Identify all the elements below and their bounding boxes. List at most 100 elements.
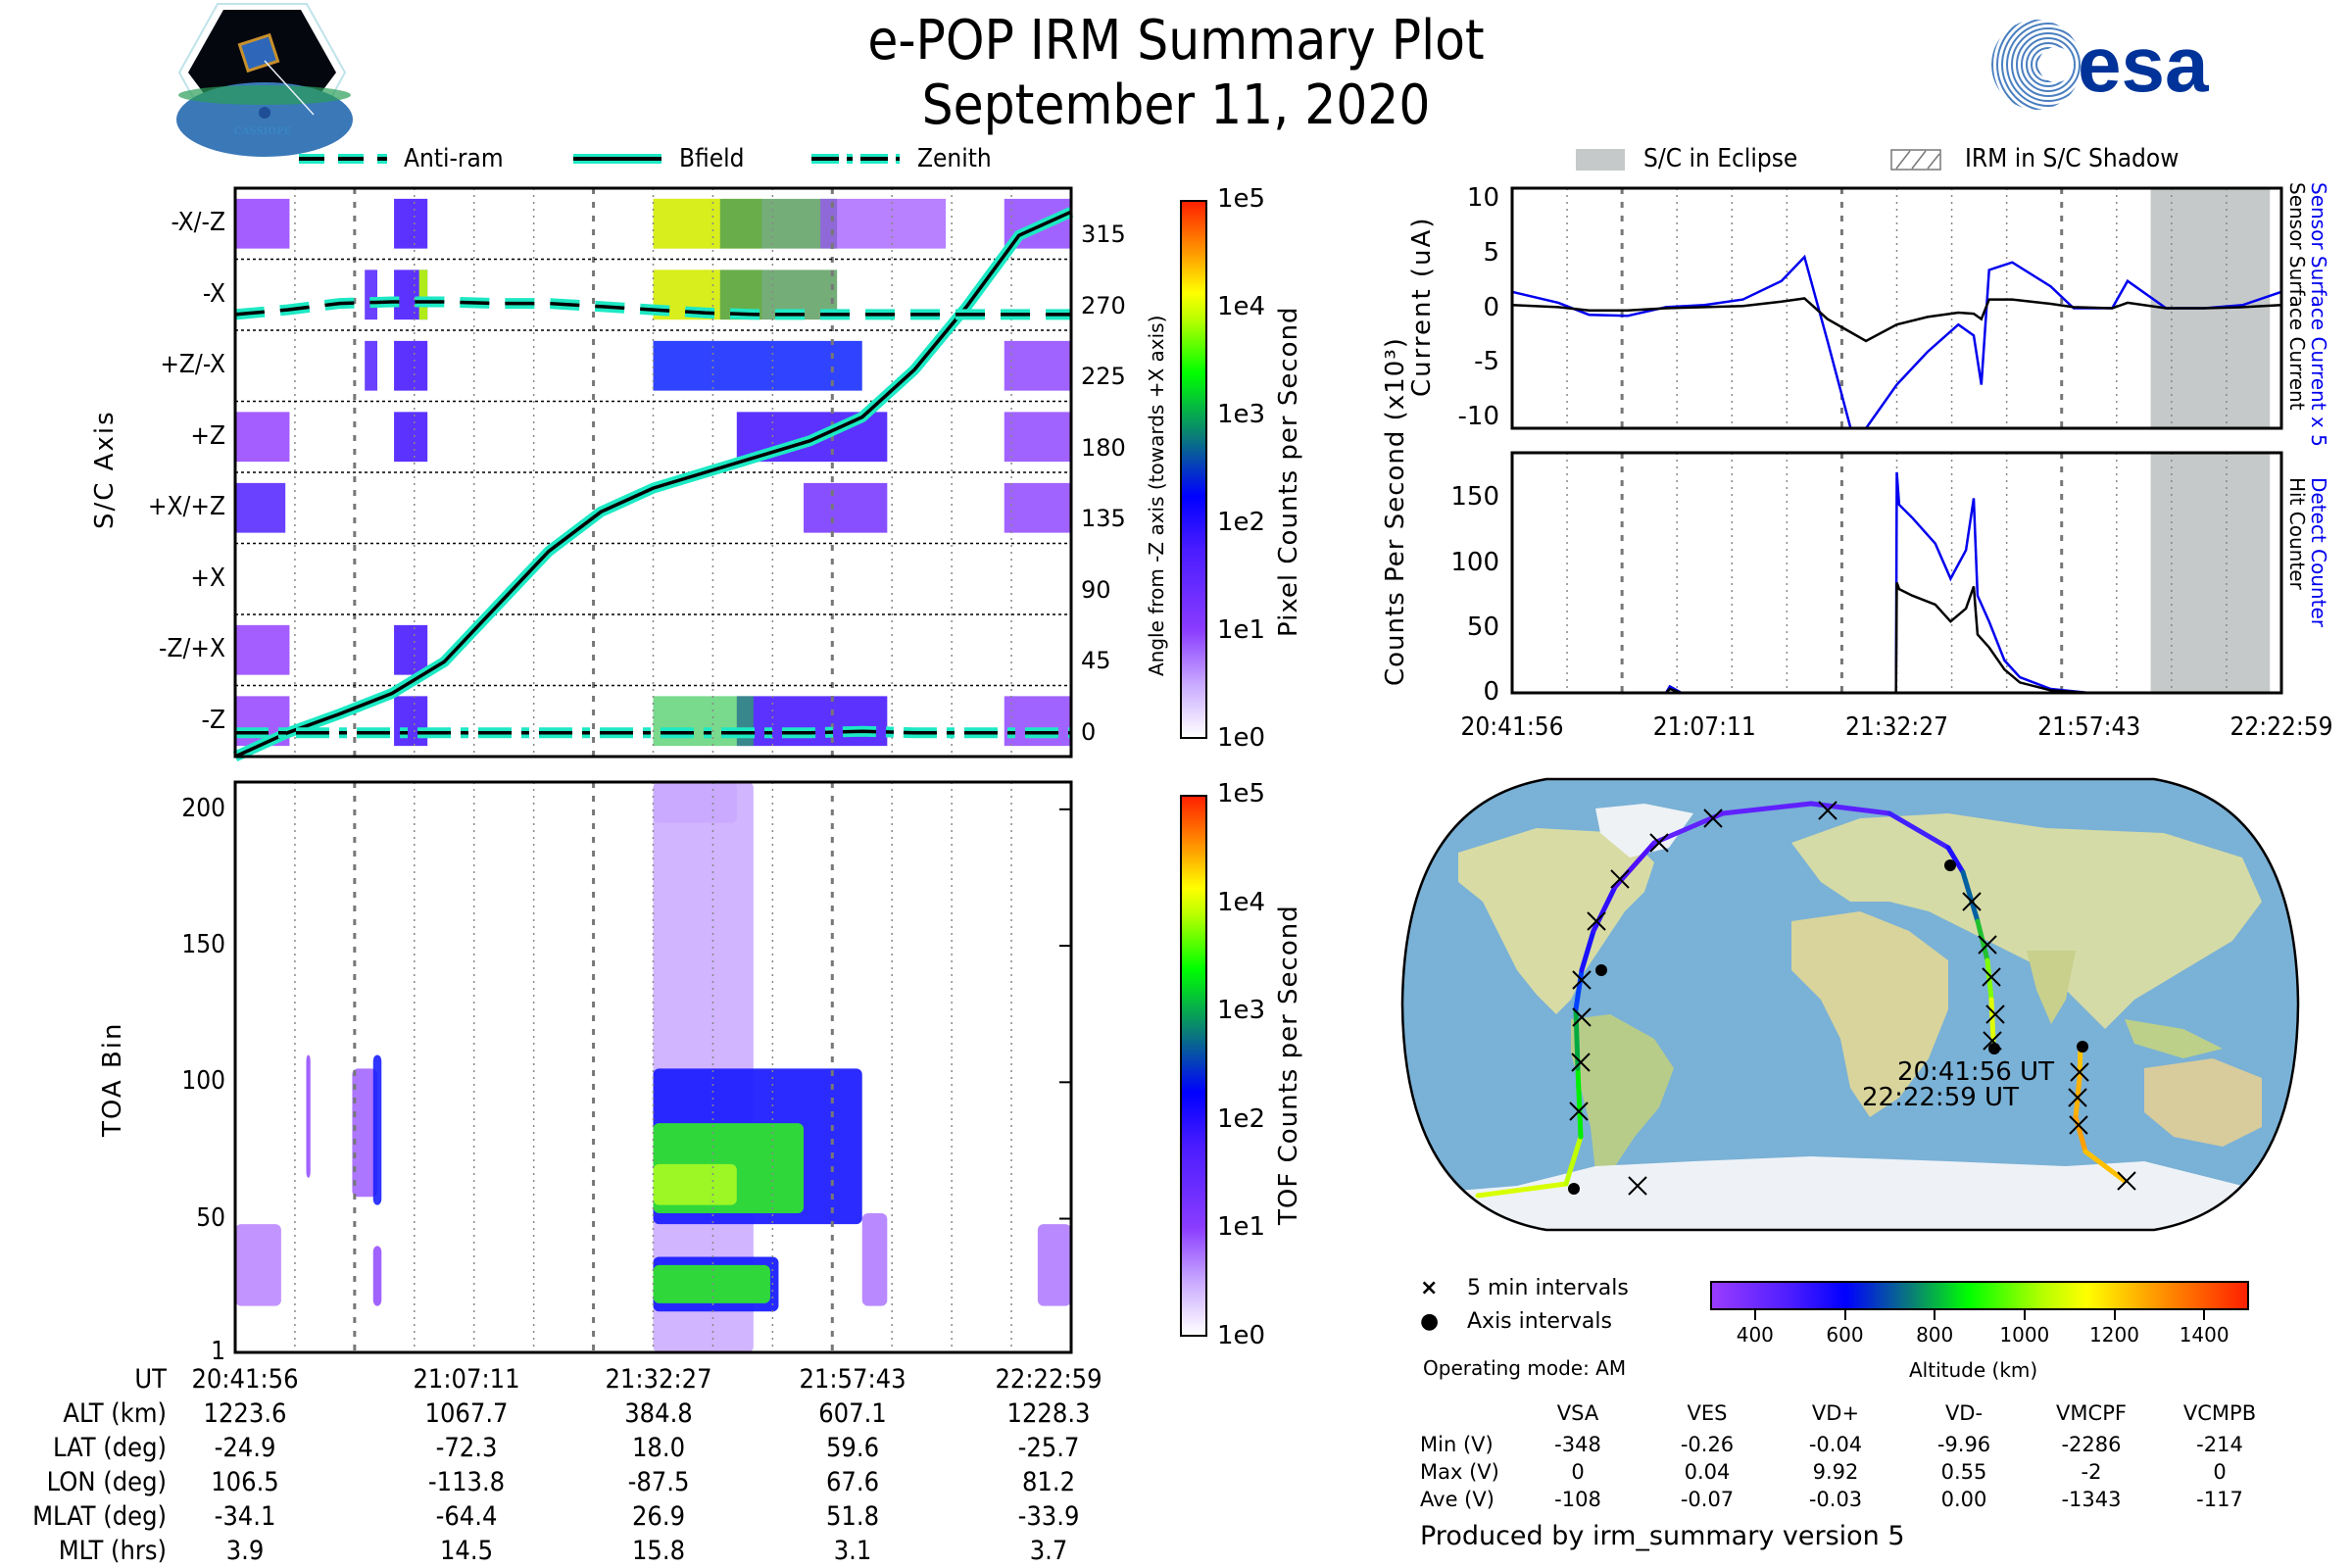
toa-plot[interactable] (233, 780, 1073, 1354)
ephemeris-row-label: MLAT (deg) (32, 1501, 167, 1532)
sc-axis-y2tick-label: 180 (1081, 433, 1126, 462)
sc-axis-ytick-label: -X (202, 278, 225, 309)
voltage-row-label: Ave (V) (1420, 1488, 1494, 1511)
orbit-segment (1563, 1134, 1584, 1187)
orbit-segment (1886, 810, 1951, 851)
orbit-map[interactable]: 20:41:56 UT 22:22:59 UT (1399, 774, 2301, 1235)
colorbar-tick-label: 1e5 (1217, 184, 1266, 214)
altitude-colorbar-label: Altitude (km) (1909, 1358, 2038, 1382)
operating-mode: Operating mode: AM (1423, 1356, 1627, 1380)
altitude-tick-label: 1200 (2089, 1323, 2139, 1347)
orbit-segment (1651, 810, 1726, 846)
five-min-marker (2069, 1115, 2088, 1135)
land-eurasia (1791, 813, 2262, 1029)
legend-eclipse-label: S/C in Eclipse (1643, 144, 1798, 173)
land-greenland (1595, 804, 1693, 858)
orbit-segment (1988, 997, 1996, 1044)
eclipse-region (2150, 453, 2271, 693)
voltage-cell: 0.04 (1684, 1460, 1731, 1484)
legend-axis-label: Axis intervals (1467, 1309, 1612, 1334)
spectrogram-cell (394, 412, 428, 463)
legend-shadow-swatch (1890, 149, 1941, 171)
voltage-cell: 0 (1571, 1460, 1585, 1484)
sc-axis-y2tick-label: 135 (1081, 505, 1126, 533)
ephemeris-cell: 1067.7 (424, 1398, 509, 1429)
five-min-marker (1818, 801, 1838, 820)
voltage-cell: 0 (2213, 1460, 2227, 1484)
ephemeris-cell: 607.1 (818, 1398, 887, 1429)
colorbar-tick-label: 1e5 (1217, 779, 1266, 808)
counts-xtick-label: 21:07:11 (1652, 712, 1756, 742)
ephemeris-cell: 22:22:59 (995, 1364, 1102, 1395)
ephemeris-cell: -24.9 (214, 1433, 276, 1463)
spectrogram-cell (653, 340, 862, 391)
spectrogram-cell (820, 198, 947, 249)
spectrogram-cell (719, 198, 838, 249)
land-india (2027, 951, 2076, 1024)
toa-intensity-region (861, 1212, 888, 1306)
toa-ytick-label: 100 (181, 1066, 225, 1097)
counts-ylabel-text: Counts Per Second (x10³) (1381, 337, 1410, 686)
spectrogram-cell (394, 624, 428, 675)
spectrogram-cell (804, 482, 888, 533)
series-sensor-surface-current (1511, 297, 2282, 343)
sc-axis-ytick-label: +Z/-X (160, 350, 225, 380)
orbit-segment (2082, 1149, 2128, 1184)
altitude-colorbar (1710, 1281, 2249, 1310)
toa-intensity-region (653, 1163, 737, 1205)
sc-axis-y2tick-label: 45 (1081, 647, 1111, 675)
current-ytick-label: -5 (1474, 347, 1499, 377)
ephemeris-cell: -64.4 (435, 1501, 498, 1532)
counts-ytick-label: 50 (1466, 612, 1499, 642)
ephemeris-cell: 106.5 (211, 1467, 279, 1497)
land-north-america (1458, 828, 1654, 1014)
counts-ytick-label: 150 (1450, 482, 1499, 513)
colorbar-tick-label: 1e2 (1217, 508, 1266, 537)
current-ytick-label: 10 (1466, 183, 1499, 214)
colorbar-tick-label: 1e4 (1217, 887, 1266, 917)
voltage-column-header: VES (1687, 1401, 1728, 1425)
spectrogram-cell (418, 270, 428, 320)
sc-axis-y2tick-label: 315 (1081, 220, 1126, 249)
ephemeris-cell: 21:07:11 (413, 1364, 520, 1395)
trace-zenith (235, 725, 1071, 739)
ephemeris-cell: 3.1 (833, 1536, 872, 1566)
voltage-cell: 0.00 (1940, 1488, 1987, 1511)
colorbar-tick-label: 1e4 (1217, 292, 1266, 321)
map-border (1400, 777, 2300, 1232)
sc-axis-y2label: Angle from -Z axis (towards +X axis) (1145, 315, 1168, 676)
sc-axis-y2tick-label: 270 (1081, 291, 1126, 319)
ephemeris-cell: 21:57:43 (799, 1364, 906, 1395)
voltage-row-label: Min (V) (1420, 1433, 1494, 1456)
five-min-marker (1985, 1004, 2005, 1024)
pixel-counts-colorbar (1180, 200, 1207, 739)
legend-zenith-label: Zenith (917, 144, 992, 173)
voltage-cell: -2 (2081, 1460, 2102, 1484)
ephemeris-cell: 14.5 (439, 1536, 494, 1566)
colorbar-tick-label: 1e1 (1217, 615, 1266, 645)
voltage-cell: -0.26 (1680, 1433, 1735, 1456)
five-min-marker (1572, 970, 1592, 990)
ephemeris-cell: -72.3 (435, 1433, 498, 1463)
legend-antiram-label: Anti-ram (404, 144, 504, 173)
altitude-tick-mark (2113, 1310, 2116, 1320)
sc-axis-plot[interactable] (232, 186, 1074, 762)
ephemeris-cell: 51.8 (825, 1501, 880, 1532)
ephemeris-cell: 20:41:56 (191, 1364, 299, 1395)
ephemeris-cell: -113.8 (427, 1467, 506, 1497)
spectrogram-cell (235, 412, 290, 463)
altitude-tick-label: 400 (1736, 1323, 1774, 1347)
toa-ytick-label: 200 (181, 793, 225, 823)
altitude-tick-mark (1934, 1310, 1936, 1320)
orbit-segment (1945, 845, 1966, 875)
colorbar-tick-label: 1e3 (1217, 400, 1266, 429)
five-min-marker (1587, 911, 1606, 931)
current-plot[interactable] (1510, 186, 2283, 430)
toa-intensity-region (653, 1264, 770, 1303)
axis-interval-marker (1944, 859, 1956, 871)
axis-interval-marker (2077, 1041, 2088, 1053)
orbit-segment (1960, 869, 1981, 924)
counts-plot[interactable] (1510, 451, 2283, 695)
five-min-marker (1703, 808, 1723, 828)
x-marker-icon: × (1420, 1276, 1439, 1300)
